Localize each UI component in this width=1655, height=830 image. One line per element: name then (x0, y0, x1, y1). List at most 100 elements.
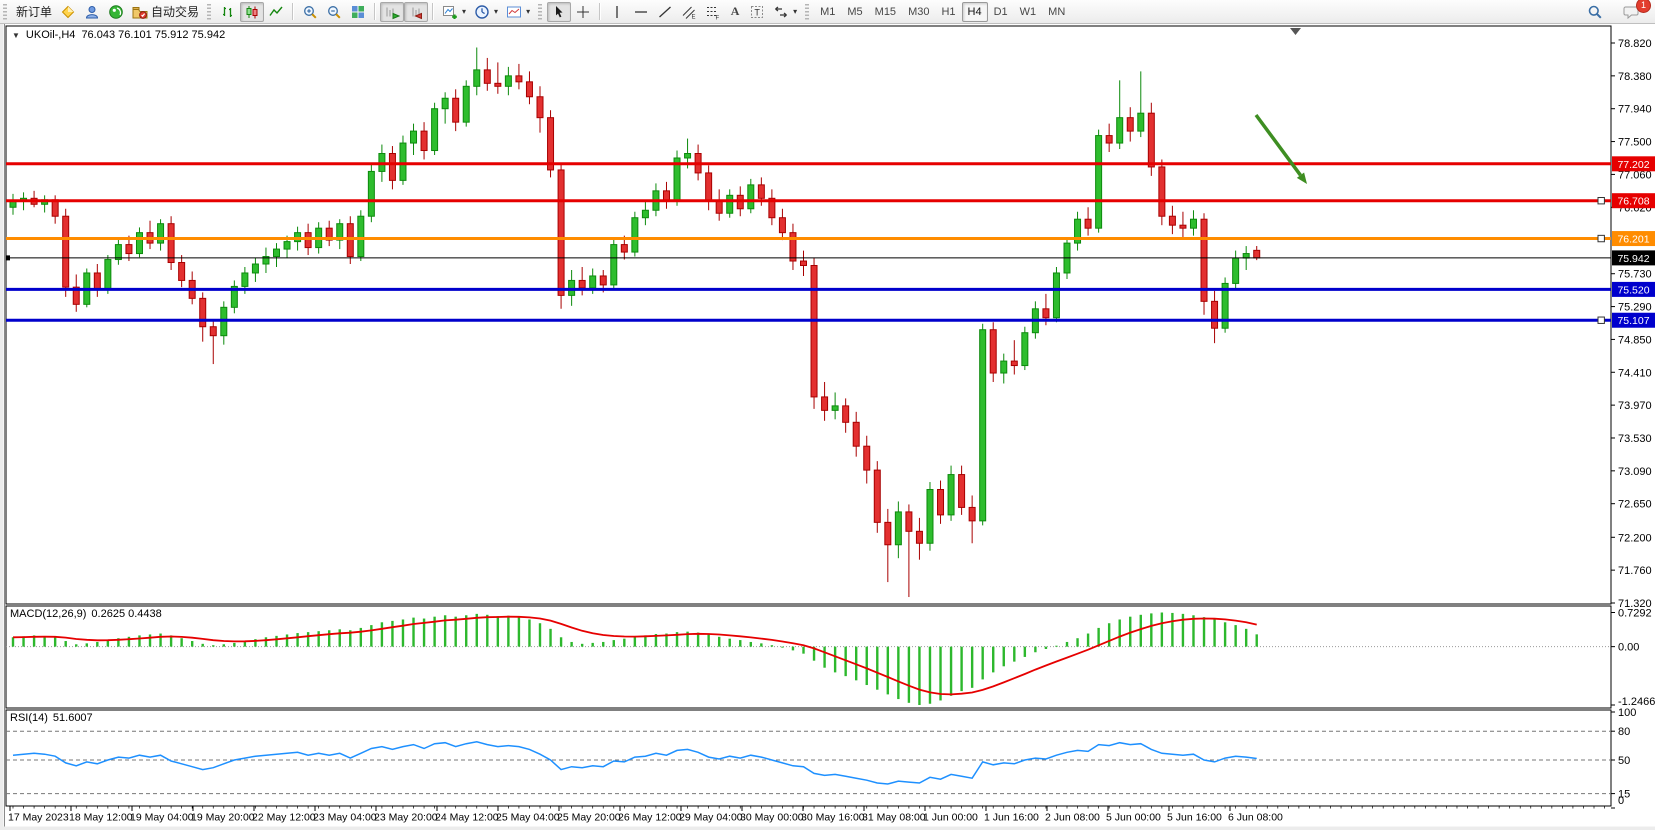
fibonacci-button[interactable]: F (701, 2, 725, 22)
candle-body (51, 199, 59, 217)
macd-histogram-bar (791, 646, 795, 651)
search-button[interactable] (1583, 2, 1607, 22)
chart-shift-marker[interactable] (1290, 28, 1301, 35)
cursor-button[interactable] (547, 1, 572, 22)
autotrade-button[interactable]: 自动交易 (128, 2, 203, 22)
candle-body (230, 285, 238, 308)
candle-body (1168, 215, 1176, 226)
candle-body (420, 130, 428, 152)
date-label: 22 May 12:00 (252, 812, 316, 824)
signal-button[interactable] (104, 2, 128, 22)
toolbar-grip[interactable] (538, 3, 543, 20)
indicators-button[interactable]: ▾ (438, 2, 470, 22)
macd-histogram-bar (602, 641, 605, 647)
date-label: 1 Jun 00:00 (923, 812, 978, 824)
gold-button[interactable] (56, 2, 80, 22)
macd-histogram-bar (1097, 627, 1100, 647)
candlestick-chart-button[interactable] (240, 1, 265, 22)
chart-shift-button[interactable] (404, 1, 429, 22)
macd-histogram-bar (897, 646, 900, 700)
line-drag-handle[interactable] (1597, 234, 1605, 243)
arrow-annotation[interactable] (1254, 113, 1307, 184)
macd-histogram-bar (148, 634, 152, 647)
macd-histogram-bar (549, 628, 552, 647)
horizontal-line-icon (633, 4, 649, 20)
main-pane-border (5, 25, 1612, 605)
current-price-left-marker (6, 255, 10, 261)
vertical-line-icon (609, 4, 625, 20)
text-label-button[interactable]: T (745, 2, 769, 22)
templates-button[interactable]: ▾ (502, 2, 534, 22)
macd-histogram-bar (412, 617, 415, 647)
autotrade-icon (132, 4, 148, 20)
price-axis: 78.82078.38077.94077.50077.06076.62075.7… (1611, 38, 1652, 610)
candle-body (589, 275, 597, 289)
macd-histogram-bar (992, 646, 995, 673)
toolbar-separator (374, 3, 377, 20)
date-label: 19 May 04:00 (130, 812, 194, 824)
macd-histogram-bar (675, 632, 679, 647)
tf-m5-button[interactable]: M5 (841, 2, 868, 22)
new-order-button[interactable]: 新订单 (12, 2, 56, 22)
tf-m1-button[interactable]: M1 (814, 2, 841, 22)
vertical-line-button[interactable] (605, 2, 629, 22)
tile-windows-button[interactable] (346, 2, 370, 22)
rsi-name: RSI(14) (10, 712, 48, 724)
tf-h4-button[interactable]: H4 (961, 1, 988, 22)
toolbar-group: E F A T ▾ (604, 0, 802, 24)
trendline-button[interactable] (653, 2, 677, 22)
dropdown-caret-icon[interactable]: ▾ (494, 7, 499, 16)
macd-histogram-bar (43, 636, 46, 647)
toolbar-grip[interactable] (207, 3, 212, 20)
line-drag-handle[interactable] (1597, 316, 1605, 324)
channel-button[interactable]: E (677, 2, 701, 22)
candle-body (93, 272, 101, 290)
toolbar-grip[interactable] (805, 3, 810, 20)
profile-button[interactable] (80, 2, 104, 22)
toolbar-group (215, 0, 289, 24)
zoom-out-button[interactable] (322, 2, 346, 22)
tf-w1-button[interactable]: W1 (1014, 2, 1043, 22)
text-button[interactable]: A (725, 2, 745, 22)
candle-body (473, 69, 481, 87)
macd-histogram-bar (1118, 619, 1121, 647)
macd-histogram-bar (169, 635, 173, 647)
candle-body (873, 469, 881, 523)
price-tick-label: 77.940 (1618, 104, 1652, 116)
price-tag (1612, 193, 1655, 209)
tf-mn-button[interactable]: MN (1042, 2, 1071, 22)
bar-chart-button[interactable] (216, 2, 240, 22)
chat-button[interactable]: 1 (1619, 0, 1651, 22)
dropdown-caret-icon[interactable]: ▾ (462, 7, 467, 16)
gold-icon (60, 4, 76, 20)
crosshair-button[interactable] (571, 2, 595, 22)
crosshair-icon (575, 4, 591, 20)
toolbar-separator (432, 3, 435, 20)
candle-body (684, 153, 692, 159)
horizontal-line-objects[interactable]: 77.202 76.708 76.201 75.942 75.520 75.107 (6, 156, 1655, 328)
line-chart-button[interactable] (264, 2, 288, 22)
dropdown-caret-icon[interactable]: ▾ (526, 7, 531, 16)
candle-body (641, 209, 649, 219)
periods-button[interactable]: ▾ (470, 2, 502, 22)
tf-h1-button[interactable]: H1 (935, 2, 961, 22)
tf-m30-button[interactable]: M30 (902, 2, 935, 22)
toolbar-grip[interactable] (3, 3, 7, 20)
macd-histogram-bar (1139, 614, 1142, 647)
dropdown-caret-icon[interactable]: ▾ (793, 7, 798, 16)
arrows-button[interactable]: ▾ (769, 2, 801, 22)
macd-histogram-bar (528, 619, 531, 647)
candle-body (547, 117, 555, 171)
tf-w1-button-label: W1 (1019, 5, 1037, 18)
collapse-triangle-icon[interactable]: ▼ (12, 30, 20, 40)
candle-body (557, 169, 565, 296)
macd-histogram-bar (696, 632, 700, 647)
zoom-in-button[interactable] (298, 2, 322, 22)
tf-d1-button[interactable]: D1 (988, 2, 1014, 22)
tf-m15-button[interactable]: M15 (869, 2, 902, 22)
candle-body (915, 530, 923, 544)
auto-scroll-button[interactable] (380, 1, 405, 22)
line-drag-handle[interactable] (1597, 196, 1605, 205)
horizontal-line-button[interactable] (629, 2, 653, 22)
